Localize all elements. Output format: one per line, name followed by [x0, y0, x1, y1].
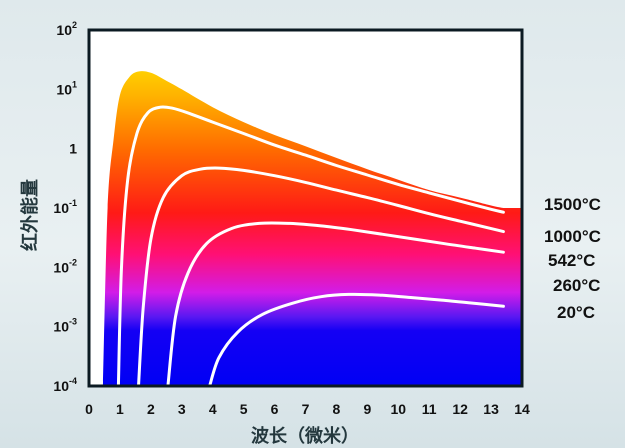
series-label-1000c: 1000°C: [544, 227, 601, 246]
emission-envelope: [102, 71, 523, 387]
series-line-1000c: [116, 105, 505, 388]
series-line-542c: [137, 166, 505, 388]
x-tick-label: 8: [333, 401, 341, 417]
plot-frame: [87, 28, 524, 388]
series-label-260c: 260°C: [553, 276, 600, 295]
y-tick-label: 10-1: [53, 198, 77, 216]
x-tick-label: 1: [116, 401, 124, 417]
x-tick-label: 2: [147, 401, 155, 417]
y-tick-label: 10-2: [53, 257, 77, 275]
emission-fill-area: [102, 71, 523, 387]
x-tick-label: 5: [240, 401, 248, 417]
x-tick-label: 7: [302, 401, 310, 417]
y-tick-label: 101: [56, 79, 77, 97]
x-axis-label: 波长（微米）: [251, 425, 359, 447]
y-tick-label: 102: [56, 20, 77, 38]
x-tick-label: 13: [483, 401, 499, 417]
y-axis-label: 红外能量: [19, 179, 41, 251]
y-tick-label: 1: [69, 141, 77, 157]
series-label-1500c: 1500°C: [544, 195, 601, 214]
series-label-542c: 542°C: [548, 251, 595, 270]
series-line-260c: [166, 221, 505, 388]
x-tick-label: 4: [209, 401, 217, 417]
x-tick-label: 3: [178, 401, 186, 417]
x-tick-label: 14: [514, 401, 530, 417]
series-label-20c: 20°C: [557, 303, 595, 322]
y-tick-label: 10-4: [53, 376, 77, 394]
x-tick-label: 9: [363, 401, 371, 417]
x-tick-label: 6: [271, 401, 279, 417]
x-tick-label: 12: [452, 401, 468, 417]
y-tick-label: 10-3: [53, 317, 77, 335]
x-tick-label: 10: [390, 401, 406, 417]
x-tick-label: 0: [85, 401, 93, 417]
series-line-20c: [208, 292, 505, 388]
x-tick-label: 11: [422, 401, 437, 417]
